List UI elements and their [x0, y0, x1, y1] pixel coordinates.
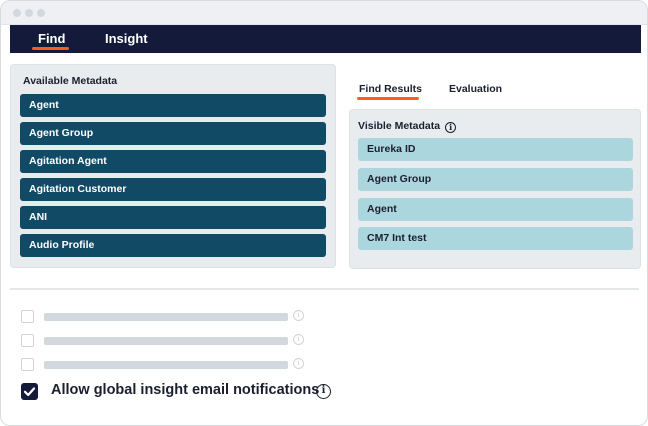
visible-metadata-title: Visible Metadata i: [358, 120, 457, 133]
check-icon: [23, 387, 36, 397]
window-control-dot[interactable]: [37, 9, 45, 17]
nav-tab-insight[interactable]: Insight: [105, 31, 148, 46]
window-control-dot[interactable]: [13, 9, 21, 17]
top-navbar: Find Insight: [10, 25, 641, 53]
visible-metadata-title-text: Visible Metadata: [358, 120, 441, 132]
section-divider: [10, 288, 639, 290]
setting-row-placeholder: i: [21, 358, 321, 372]
nav-active-indicator: [32, 47, 69, 50]
window-control-dot[interactable]: [25, 9, 33, 17]
metadata-item-ani[interactable]: ANI: [20, 206, 326, 229]
setting-label-placeholder: [44, 313, 288, 321]
visible-metadata-panel: Visible Metadata i Eureka ID Agent Group …: [349, 109, 641, 269]
visible-item-eureka-id[interactable]: Eureka ID: [358, 138, 633, 161]
available-metadata-title: Available Metadata: [23, 75, 118, 87]
metadata-item-agent-group[interactable]: Agent Group: [20, 122, 326, 145]
info-icon[interactable]: i: [293, 358, 304, 369]
window-titlebar: [1, 1, 647, 25]
info-icon[interactable]: i: [293, 334, 304, 345]
setting-checkbox[interactable]: [21, 358, 34, 371]
global-insight-checkbox[interactable]: [21, 383, 38, 400]
nav-tab-find[interactable]: Find: [38, 31, 66, 46]
visible-item-cm7-int-test[interactable]: CM7 Int test: [358, 227, 633, 250]
setting-label-placeholder: [44, 361, 288, 369]
setting-checkbox[interactable]: [21, 310, 34, 323]
metadata-item-agitation-agent[interactable]: Agitation Agent: [20, 150, 326, 173]
visible-item-agent[interactable]: Agent: [358, 198, 633, 221]
setting-label-placeholder: [44, 337, 288, 345]
info-icon[interactable]: i: [293, 310, 304, 321]
setting-row-placeholder: i: [21, 334, 321, 348]
visible-item-agent-group[interactable]: Agent Group: [358, 168, 633, 191]
tab-find-results[interactable]: Find Results: [359, 83, 423, 95]
tab-evaluation[interactable]: Evaluation: [449, 83, 503, 95]
results-tab-active-indicator: [357, 97, 419, 100]
setting-checkbox[interactable]: [21, 334, 34, 347]
metadata-item-agent[interactable]: Agent: [20, 94, 326, 117]
metadata-item-agitation-customer[interactable]: Agitation Customer: [20, 178, 326, 201]
setting-row-placeholder: i: [21, 310, 321, 324]
available-metadata-panel: Available Metadata Agent Agent Group Agi…: [10, 64, 336, 268]
info-icon[interactable]: i: [445, 122, 457, 133]
global-insight-label: Allow global insight email notifications: [51, 382, 320, 398]
global-insight-setting: Allow global insight email notifications…: [21, 382, 341, 400]
info-icon[interactable]: i: [316, 384, 331, 399]
metadata-item-audio-profile[interactable]: Audio Profile: [20, 234, 326, 257]
